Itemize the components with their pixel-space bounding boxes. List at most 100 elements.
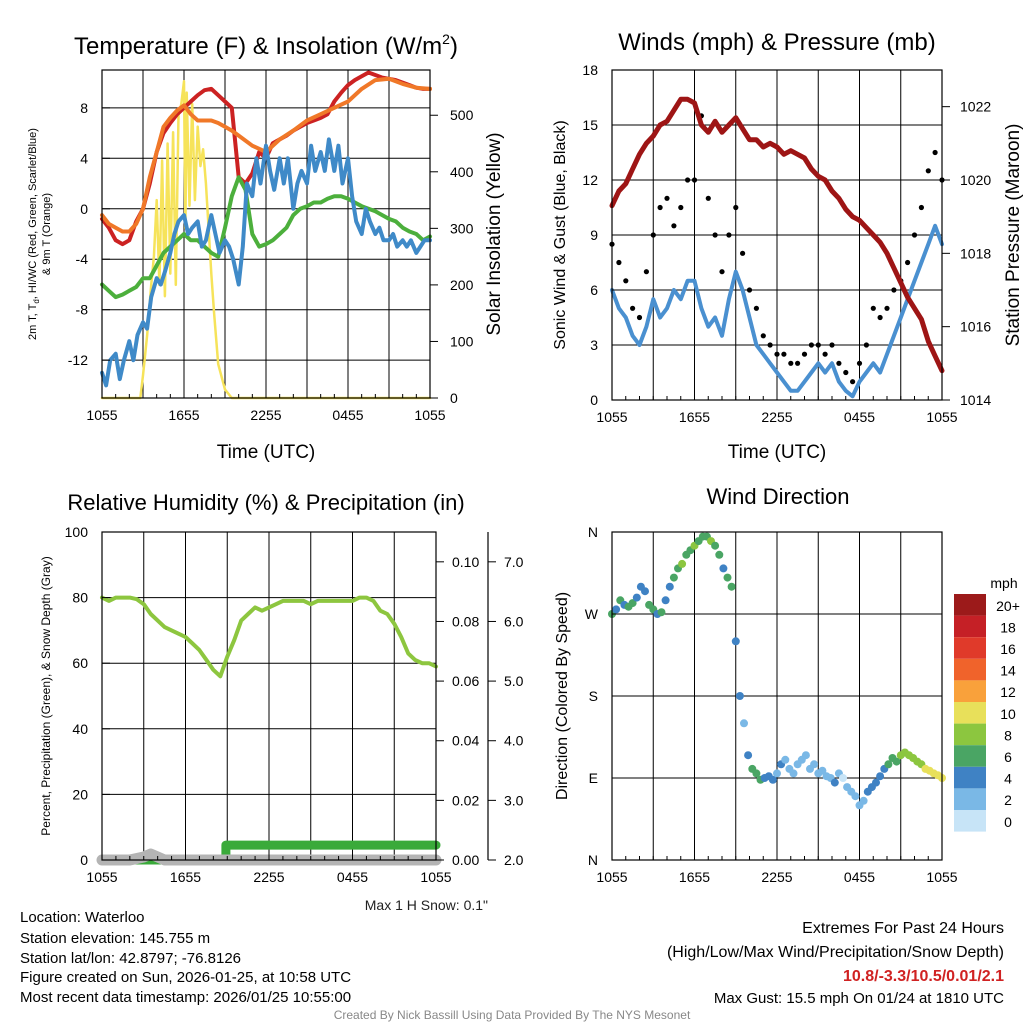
direction-point-17 — [678, 559, 687, 568]
direction-point-56 — [839, 774, 847, 782]
direction-point-69 — [892, 757, 901, 766]
gust-point-1 — [616, 259, 622, 266]
y-tick-label-8: 8 — [80, 100, 88, 116]
gust-point-33 — [836, 360, 842, 366]
gust-point-7 — [657, 204, 663, 211]
temperature-ylabel-line2: & 9m T (Orange) — [41, 193, 53, 275]
y-tick-label-12: 12 — [582, 172, 598, 188]
y2-tick-label-1022: 1022 — [960, 99, 991, 115]
direction-point-65 — [876, 772, 885, 781]
y3-tick-label-2-0: 2.0 — [504, 852, 524, 868]
x-tick-label-1055-0: 1055 — [596, 869, 627, 885]
speed-legend-title: mph — [990, 575, 1017, 591]
y-tick-label-e: E — [589, 770, 598, 786]
direction-point-5 — [628, 599, 637, 608]
gust-point-39 — [877, 314, 883, 321]
gust-point-43 — [905, 259, 911, 266]
series-station-pressure — [609, 96, 945, 374]
gust-point-44 — [911, 232, 918, 238]
series-sonic-wind — [610, 223, 944, 399]
direction-point-32 — [740, 719, 748, 728]
temperature-panel: 1055 1655 2255 0455 1055 -12 -8 -4 0 4 8 0 100 200 300… — [27, 31, 505, 463]
x-tick-label-2255-2: 2255 — [761, 409, 792, 425]
direction-point-54 — [830, 778, 839, 787]
legend-swatch-10 — [954, 702, 986, 724]
x-tick-label-1055-4: 1055 — [420, 869, 451, 885]
series-9m-temperature — [100, 76, 432, 234]
legend-swatch-0 — [954, 810, 986, 832]
y-tick-label-n: N — [588, 852, 598, 868]
gust-point-17 — [726, 232, 732, 238]
legend-label-18: 18 — [1000, 619, 1016, 635]
gust-point-37 — [863, 342, 870, 348]
y-tick-label-s: S — [589, 688, 598, 704]
x-tick-label-1655-1: 1655 — [168, 407, 199, 423]
y2-tick-label-0-00: 0.00 — [452, 852, 479, 868]
y-tick-label-18: 18 — [582, 62, 598, 78]
temperature-ylabel-line1: 2m T, Td, HI/WC (Red, Green, Scarlet/Blu… — [27, 128, 41, 340]
x-tick-label-1655-1: 1655 — [679, 409, 710, 425]
y-tick-label-4: -4 — [76, 251, 89, 267]
y2-tick-label-1016: 1016 — [960, 319, 991, 335]
gust-point-22 — [760, 333, 766, 339]
direction-point-35 — [752, 769, 761, 778]
y-tick-label-8: -8 — [76, 302, 89, 318]
y2-tick-label-100: 100 — [450, 333, 474, 349]
humidity-ylabel: Percent, Precipitation (Green), & Snow D… — [39, 556, 53, 835]
recent-data-text: Most recent data timestamp: 2026/01/25 1… — [20, 989, 351, 1006]
gust-point-45 — [918, 204, 925, 211]
wind-direction-gridlines — [612, 532, 942, 860]
y2-tick-label-0-04: 0.04 — [452, 733, 479, 749]
gust-point-28 — [801, 351, 808, 357]
direction-point-28 — [723, 573, 732, 582]
y2-tick-label-300: 300 — [450, 220, 474, 236]
gust-point-31 — [822, 351, 828, 357]
direction-point-13 — [661, 596, 670, 605]
direction-point-1 — [612, 605, 621, 614]
direction-point-15 — [669, 573, 678, 582]
gust-point-20 — [746, 287, 753, 293]
gust-point-32 — [829, 342, 835, 348]
winds-title: Winds (mph) & Pressure (mb) — [618, 29, 935, 56]
x-tick-label-1055-4: 1055 — [926, 409, 957, 425]
gust-point-36 — [856, 360, 863, 366]
gust-point-18 — [733, 204, 739, 211]
wind-direction-title: Wind Direction — [706, 484, 849, 509]
humidity-gridlines — [102, 532, 436, 860]
x-tick-label-1055-4: 1055 — [414, 407, 445, 423]
gust-point-26 — [788, 360, 794, 366]
humidity-title: Relative Humidity (%) & Precipitation (i… — [67, 490, 464, 515]
legend-label-2: 2 — [1004, 792, 1012, 808]
y3-tick-label-5-0: 5.0 — [504, 673, 524, 689]
legend-label-12: 12 — [1000, 684, 1016, 700]
legend-label-20: 20+ — [996, 598, 1020, 614]
x-tick-label-2255-2: 2255 — [250, 407, 281, 423]
direction-point-25 — [711, 541, 720, 550]
direction-point-29 — [727, 582, 736, 591]
y2-tick-label-0-08: 0.08 — [452, 613, 479, 629]
footer: Max 1 H Snow: 0.1" Location: Waterloo St… — [20, 897, 1004, 1022]
direction-point-33 — [744, 751, 753, 760]
x-tick-label-1655-1: 1655 — [679, 869, 710, 885]
legend-label-6: 6 — [1004, 749, 1012, 765]
y2-tick-label-1014: 1014 — [960, 392, 991, 408]
series-heat-index-wind-chill — [100, 137, 432, 388]
gust-point-4 — [636, 314, 643, 321]
y-tick-label-100: 100 — [65, 524, 89, 540]
wind-direction-ylabel: Direction (Colored By Speed) — [554, 592, 571, 800]
gust-point-3 — [630, 305, 636, 311]
max-snow-note: Max 1 H Snow: 0.1" — [365, 897, 488, 913]
y2-tick-label-400: 400 — [450, 164, 474, 180]
winds-gridlines — [612, 70, 942, 400]
series-solar-insolation — [100, 80, 432, 400]
legend-label-14: 14 — [1000, 663, 1016, 679]
direction-point-44 — [789, 769, 798, 778]
y-tick-label-0: 0 — [80, 201, 88, 217]
legend-label-0: 0 — [1004, 814, 1012, 830]
direction-point-8 — [641, 587, 649, 596]
gust-point-30 — [815, 342, 821, 348]
y-tick-label-0: 0 — [80, 852, 88, 868]
humidity-panel: 1055 1655 2255 0455 10550204060801000.000.02… — [39, 490, 524, 885]
gust-point-21 — [753, 305, 760, 311]
